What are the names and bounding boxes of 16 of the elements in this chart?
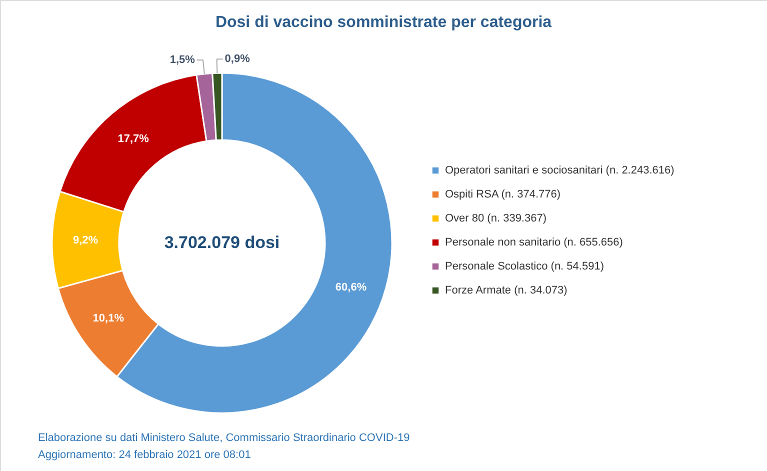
text: Elaborazione su dati Ministero Salute, Commissario Straordinario COVID-19 bbox=[38, 432, 410, 444]
chart-title: Dosi di vaccino somministrate per categoria bbox=[215, 14, 552, 31]
data-label: 9,2% bbox=[72, 234, 98, 246]
legend-label: Over 80 (n. 339.367) bbox=[445, 212, 547, 224]
text: Aggiornamento: 24 febbraio 2021 ore 08:01 bbox=[38, 449, 251, 461]
data-label: 10,1% bbox=[92, 312, 124, 325]
legend-label: Operatori sanitari e sociosanitari (n. 2.243.616) bbox=[445, 164, 674, 176]
data-label: 60,6% bbox=[335, 282, 367, 294]
legend-label: Personale non sanitario (n. 655.656) bbox=[445, 236, 623, 248]
legend-label: Forze Armate (n. 34.073) bbox=[445, 284, 568, 296]
legend-label: Personale Scolastico (n. 54.591) bbox=[445, 260, 604, 272]
data-label: 1,5% bbox=[170, 54, 196, 66]
legend-label: Ospiti RSA (n. 374.776) bbox=[445, 188, 561, 200]
data-label: 17,7% bbox=[118, 133, 150, 146]
data-label: 0,9% bbox=[224, 53, 250, 66]
text: 3.702.079 dosi bbox=[164, 233, 280, 252]
